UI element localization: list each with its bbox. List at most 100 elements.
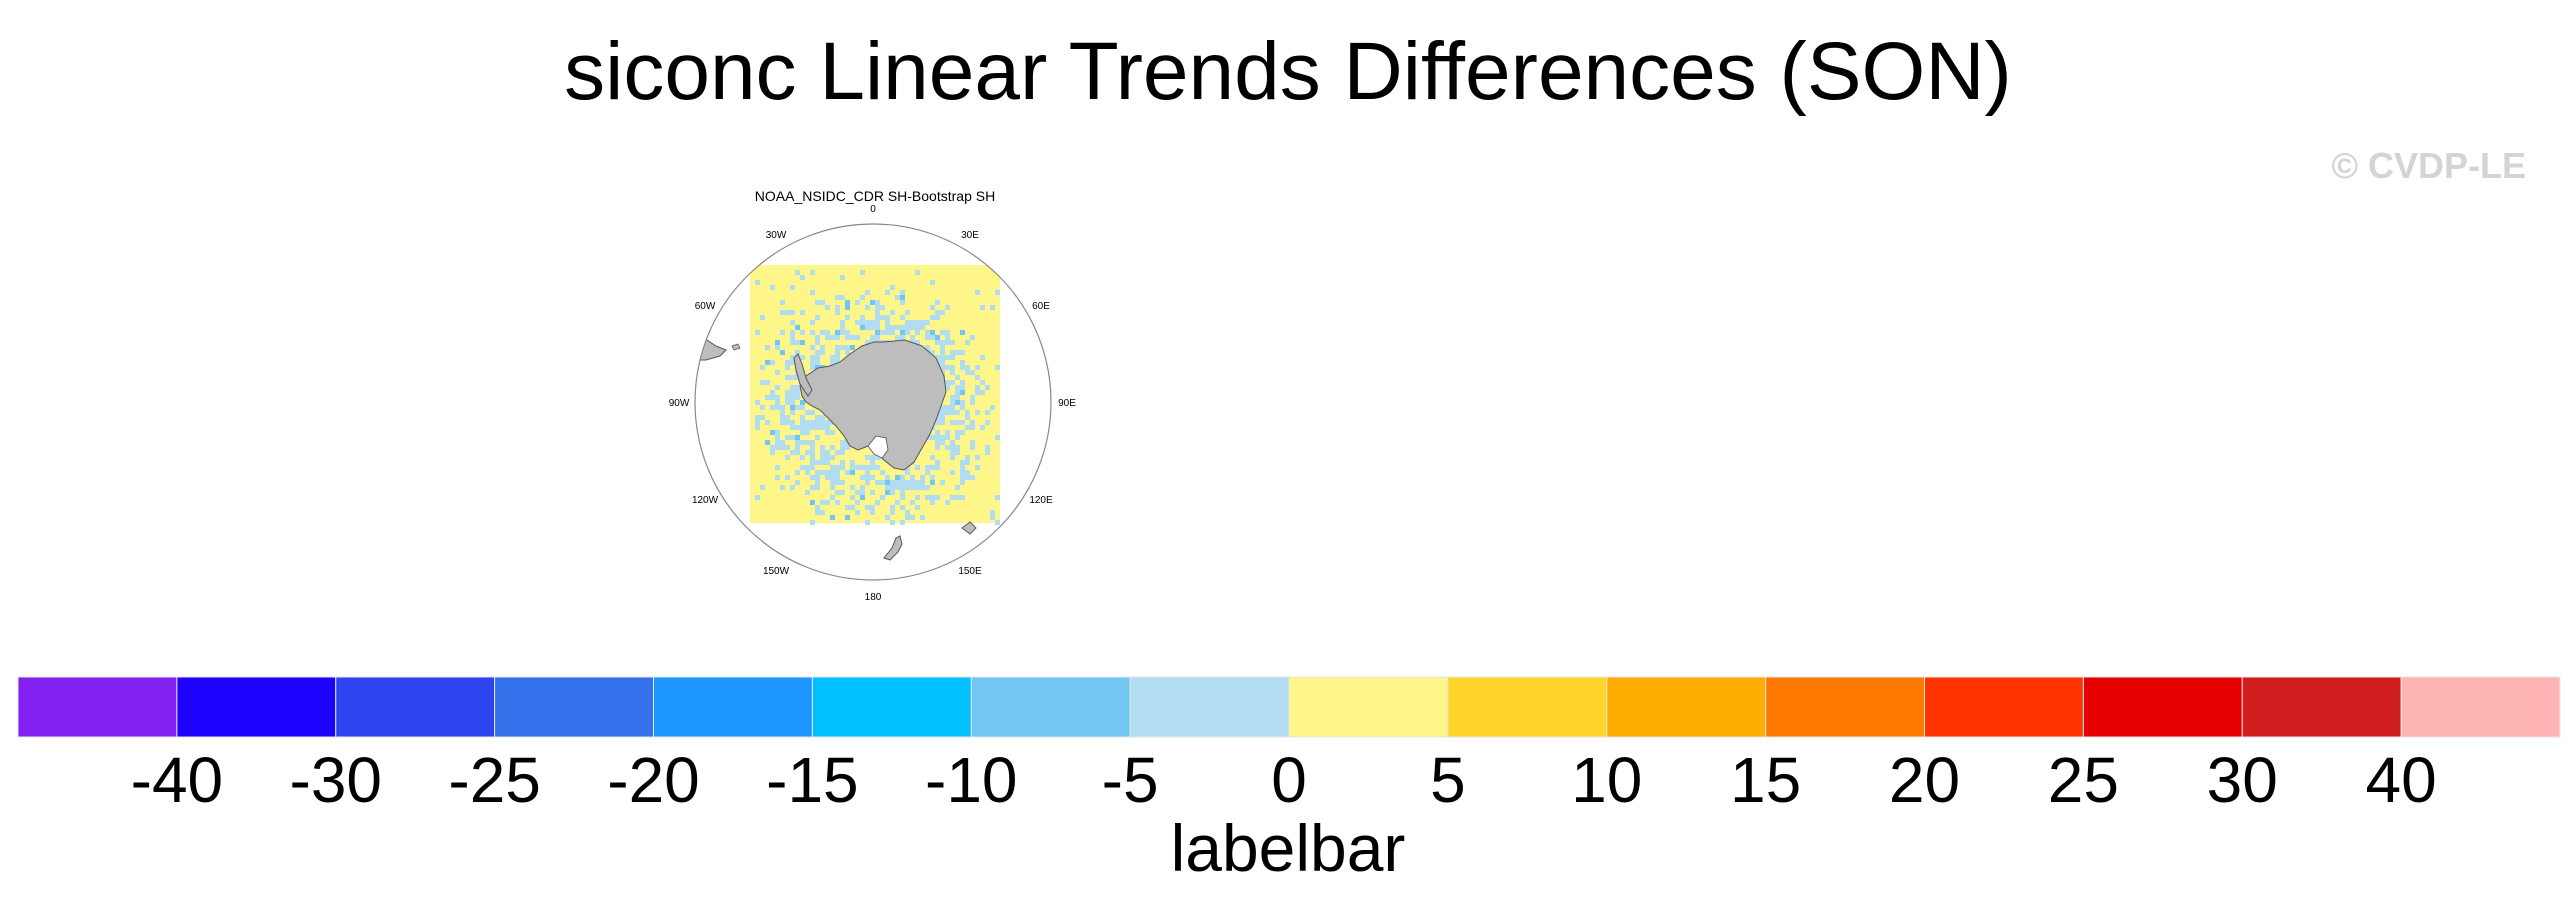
field-cell	[940, 355, 945, 360]
figure-title: siconc Linear Trends Differences (SON)	[564, 26, 2012, 117]
field-cell	[915, 485, 920, 490]
field-cell	[755, 495, 760, 500]
field-cell	[895, 295, 900, 300]
field-cell	[755, 420, 760, 425]
field-cell	[900, 300, 905, 305]
field-cell	[920, 475, 925, 480]
colorbar-boxes	[17, 676, 2561, 738]
field-cell	[775, 430, 780, 435]
field-cell	[790, 450, 795, 455]
field-cell	[760, 405, 765, 410]
field-cell	[815, 315, 820, 320]
field-cell	[885, 485, 890, 490]
field-cell	[930, 280, 935, 285]
field-cell	[825, 460, 830, 465]
field-cell	[800, 310, 805, 315]
field-cell	[865, 505, 870, 510]
field-cell	[905, 470, 910, 475]
field-cell	[820, 510, 825, 515]
field-cell	[755, 280, 760, 285]
field-cell	[930, 330, 935, 335]
longitude-label: 120E	[1029, 495, 1053, 506]
field-cell	[830, 355, 835, 360]
field-cell	[840, 450, 845, 455]
field-cell	[795, 350, 800, 355]
field-cell	[795, 470, 800, 475]
field-cell	[810, 460, 815, 465]
field-cell	[765, 420, 770, 425]
field-cell	[975, 455, 980, 460]
field-cell	[900, 505, 905, 510]
field-cell	[835, 500, 840, 505]
field-cell	[955, 395, 960, 400]
field-cell	[785, 360, 790, 365]
field-cell	[820, 300, 825, 305]
field-cell	[895, 475, 900, 480]
field-cell	[855, 300, 860, 305]
field-cell	[920, 515, 925, 520]
field-cell	[780, 420, 785, 425]
field-cell	[760, 365, 765, 370]
field-cell	[760, 315, 765, 320]
field-cell	[890, 505, 895, 510]
colorbar-box	[1288, 676, 1449, 738]
colorbar-title: labelbar	[1170, 811, 1406, 885]
field-cell	[990, 510, 995, 515]
field-cell	[795, 340, 800, 345]
field-cell	[815, 510, 820, 515]
field-cell	[800, 340, 805, 345]
field-cell	[885, 325, 890, 330]
field-cell	[960, 480, 965, 485]
field-cell	[805, 470, 810, 475]
field-cell	[960, 420, 965, 425]
field-cell	[905, 325, 910, 330]
field-cell	[865, 320, 870, 325]
field-cell	[910, 500, 915, 505]
colorbar-tick-label: 10	[1571, 744, 1642, 810]
field-cell	[805, 465, 810, 470]
field-cell	[795, 450, 800, 455]
field-cell	[815, 340, 820, 345]
field-cell	[810, 330, 815, 335]
field-cell	[945, 405, 950, 410]
field-cell	[900, 495, 905, 500]
field-cell	[970, 425, 975, 430]
field-cell	[860, 490, 865, 495]
field-cell	[865, 520, 870, 525]
field-cell	[830, 360, 835, 365]
field-cell	[780, 410, 785, 415]
field-cell	[850, 345, 855, 350]
field-cell	[985, 410, 990, 415]
field-cell	[840, 460, 845, 465]
colorbar-box	[1765, 676, 1925, 738]
field-cell	[830, 470, 835, 475]
field-cell	[985, 420, 990, 425]
field-cell	[935, 435, 940, 440]
field-cell	[830, 480, 835, 485]
field-cell	[840, 275, 845, 280]
field-cell	[835, 305, 840, 310]
field-cell	[885, 315, 890, 320]
colorbar-tick-label: 40	[2366, 744, 2437, 810]
field-cell	[810, 360, 815, 365]
field-cell	[875, 310, 880, 315]
field-cell	[940, 480, 945, 485]
field-cell	[765, 360, 770, 365]
field-cell	[795, 480, 800, 485]
field-cell	[975, 385, 980, 390]
field-cell	[965, 365, 970, 370]
field-cell	[800, 465, 805, 470]
field-cell	[830, 475, 835, 480]
field-cell	[770, 285, 775, 290]
field-cell	[820, 345, 825, 350]
field-cell	[990, 305, 995, 310]
field-cell	[955, 350, 960, 355]
field-cell	[790, 410, 795, 415]
field-cell	[885, 490, 890, 495]
field-cell	[770, 450, 775, 455]
field-cell	[940, 350, 945, 355]
colorbar-box	[335, 676, 496, 738]
field-cell	[820, 470, 825, 475]
field-cell	[810, 475, 815, 480]
field-cell	[785, 420, 790, 425]
